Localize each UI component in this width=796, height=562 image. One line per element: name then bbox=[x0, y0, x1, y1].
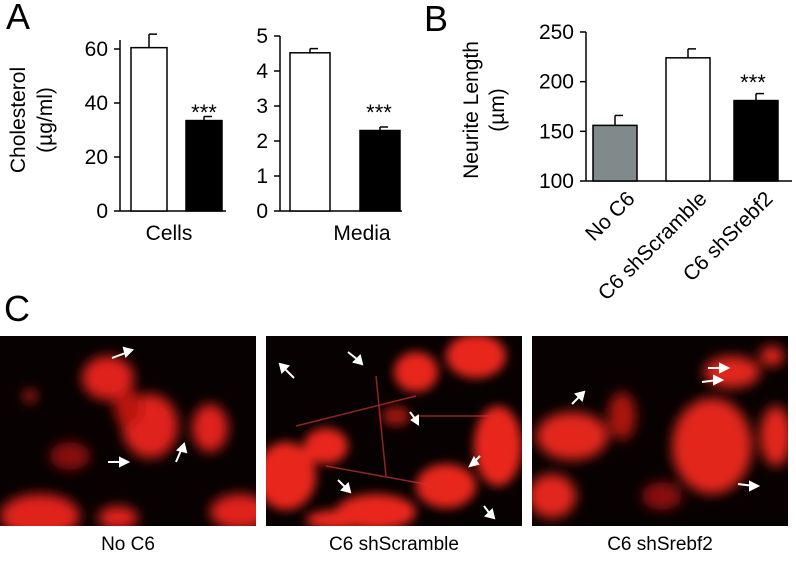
y-tick-label: 5 bbox=[256, 25, 268, 48]
y-tick-label: 60 bbox=[85, 38, 108, 61]
y-tick-label: 200 bbox=[539, 71, 574, 94]
bar-0 bbox=[592, 124, 638, 182]
y-tick-label: 0 bbox=[256, 200, 268, 223]
panel-label-c: C bbox=[4, 288, 30, 329]
y-tick-label: 3 bbox=[256, 95, 268, 118]
significance-marker: *** bbox=[191, 100, 217, 125]
significance-marker: *** bbox=[366, 100, 392, 125]
y-axis-label-line2: (µm) bbox=[486, 88, 509, 132]
bar-treated bbox=[359, 129, 401, 212]
micrograph-image bbox=[532, 346, 788, 518]
bar-treated bbox=[185, 119, 223, 212]
significance-marker: *** bbox=[740, 70, 766, 95]
y-tick-label: 100 bbox=[539, 170, 574, 193]
category-label-cells: Cells bbox=[146, 222, 193, 245]
y-axis-label-line2: (µg/ml) bbox=[34, 87, 57, 153]
micrograph-image bbox=[0, 346, 256, 526]
bar-control bbox=[130, 46, 168, 212]
micrograph-c6-shscramble bbox=[266, 336, 522, 526]
y-tick-label: 4 bbox=[256, 60, 268, 83]
bar-control bbox=[289, 52, 331, 212]
micrograph-image bbox=[266, 336, 522, 526]
category-label-media: Media bbox=[333, 222, 391, 245]
y-tick-label: 1 bbox=[256, 165, 268, 188]
caption-c6-shscramble: C6 shScramble bbox=[329, 534, 459, 555]
bar-1 bbox=[665, 57, 711, 182]
caption-c6-shsrebf2: C6 shSrebf2 bbox=[607, 534, 713, 555]
panel-label-a: A bbox=[6, 0, 31, 37]
chart-cholesterol-cells: Cholesterol (µg/ml) 0 20 40 60 *** Cells bbox=[7, 33, 226, 245]
micrograph-c6-shsrebf2 bbox=[532, 336, 788, 526]
bar-2 bbox=[733, 99, 779, 182]
y-axis-label-line1: Cholesterol bbox=[7, 67, 30, 173]
chart-neurite-length: Neurite Length (µm) 100 150 200 250 *** No … bbox=[460, 21, 792, 305]
caption-no-c6: No C6 bbox=[101, 534, 155, 555]
y-tick-label: 40 bbox=[85, 92, 108, 115]
micrograph-no-c6 bbox=[0, 336, 256, 526]
y-tick-label: 0 bbox=[96, 200, 108, 223]
y-tick-label: 20 bbox=[85, 146, 108, 169]
y-tick-label: 250 bbox=[539, 21, 574, 44]
y-tick-label: 2 bbox=[256, 130, 268, 153]
panel-label-b: B bbox=[424, 0, 449, 39]
x-tick-label: No C6 bbox=[581, 187, 639, 245]
y-tick-label: 150 bbox=[539, 120, 574, 143]
chart-cholesterol-media: 0 1 2 3 4 5 *** Media bbox=[256, 25, 402, 245]
y-axis-label-line1: Neurite Length bbox=[460, 41, 483, 179]
